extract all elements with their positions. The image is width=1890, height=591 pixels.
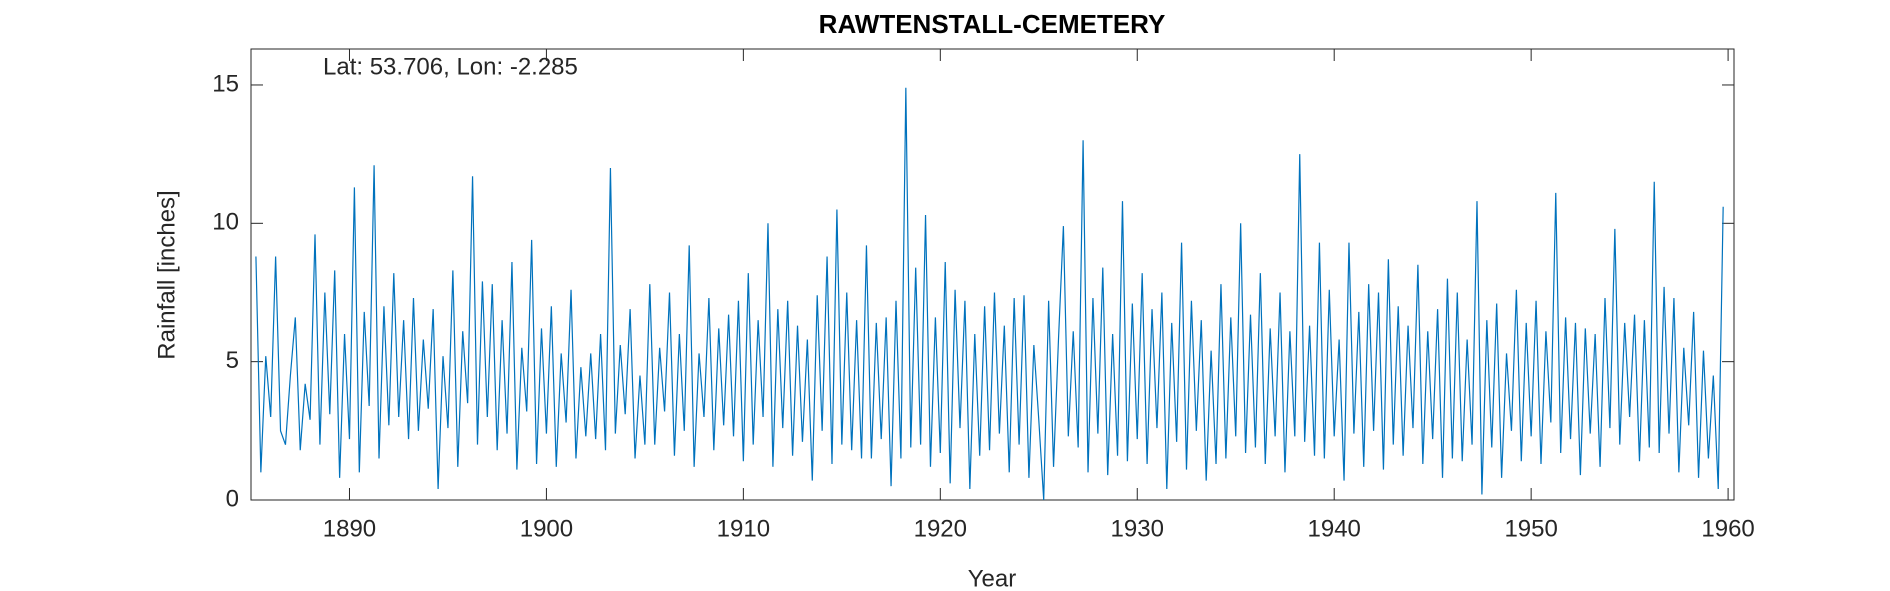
x-tick-label: 1960 — [1701, 515, 1754, 542]
y-axis-label: Rainfall [inches] — [153, 190, 180, 359]
x-tick-label: 1950 — [1504, 515, 1557, 542]
data-line — [255, 87, 1724, 501]
y-tick-label: 10 — [212, 209, 239, 236]
x-tick-label: 1940 — [1308, 515, 1361, 542]
x-tick-label: 1920 — [914, 515, 967, 542]
x-tick-label: 1890 — [323, 515, 376, 542]
chart-title: RAWTENSTALL-CEMETERY — [819, 9, 1166, 39]
x-axis-label: Year — [968, 565, 1017, 591]
y-tick-label: 0 — [226, 485, 239, 512]
annotation: Lat: 53.706, Lon: -2.285 — [323, 53, 578, 80]
x-tick-label: 1910 — [717, 515, 770, 542]
x-tick-label: 1930 — [1111, 515, 1164, 542]
y-tick-label: 15 — [212, 70, 239, 97]
x-tick-label: 1900 — [520, 515, 573, 542]
y-tick-label: 5 — [226, 347, 239, 374]
plot-frame — [250, 48, 1735, 501]
